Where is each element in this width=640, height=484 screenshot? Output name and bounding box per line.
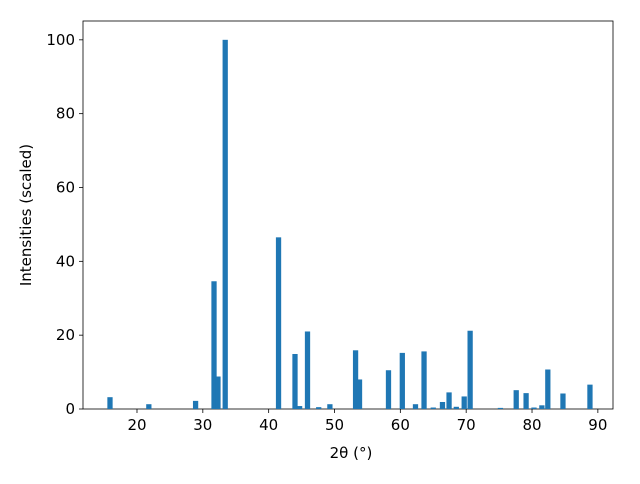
y-tick-label: 40 xyxy=(56,252,75,270)
bar xyxy=(352,350,359,409)
bar xyxy=(222,39,228,409)
bar xyxy=(421,351,427,409)
bar xyxy=(327,404,333,409)
bar xyxy=(539,405,545,409)
bar xyxy=(439,401,446,409)
x-tick-label: 80 xyxy=(522,416,541,434)
y-axis-label: Intensities (scaled) xyxy=(17,144,35,286)
bar xyxy=(587,384,593,409)
y-tick-label: 100 xyxy=(46,31,75,49)
x-tick-label: 30 xyxy=(193,416,212,434)
x-tick-label: 90 xyxy=(588,416,607,434)
bar xyxy=(545,369,551,409)
bar xyxy=(412,404,419,409)
bar xyxy=(292,353,298,409)
plot-frame xyxy=(82,20,614,410)
bar xyxy=(296,406,303,409)
bar xyxy=(316,407,322,409)
bar xyxy=(146,404,152,409)
bar xyxy=(304,331,311,409)
y-tick-label: 80 xyxy=(56,105,75,123)
bar xyxy=(531,407,537,409)
bar xyxy=(107,397,113,409)
bar xyxy=(385,370,392,409)
bar xyxy=(446,392,452,409)
bar xyxy=(513,390,519,409)
bar xyxy=(467,330,473,409)
bar xyxy=(497,407,504,409)
bar xyxy=(275,237,282,409)
x-tick-label: 50 xyxy=(325,416,344,434)
bar xyxy=(215,376,221,409)
bar xyxy=(523,393,529,409)
bar xyxy=(399,352,405,409)
x-tick-label: 20 xyxy=(127,416,146,434)
bar xyxy=(453,406,459,409)
bar xyxy=(461,396,467,409)
x-axis-label: 2θ (°) xyxy=(330,444,373,462)
y-tick-label: 0 xyxy=(65,400,75,418)
bar xyxy=(356,379,363,409)
bar xyxy=(192,400,199,409)
x-tick-label: 70 xyxy=(457,416,476,434)
x-tick-label: 60 xyxy=(391,416,410,434)
y-tick-label: 60 xyxy=(56,178,75,196)
bar xyxy=(211,281,217,409)
bar xyxy=(560,393,566,409)
bar xyxy=(430,407,436,409)
y-tick-label: 20 xyxy=(56,326,75,344)
x-tick-label: 40 xyxy=(259,416,278,434)
